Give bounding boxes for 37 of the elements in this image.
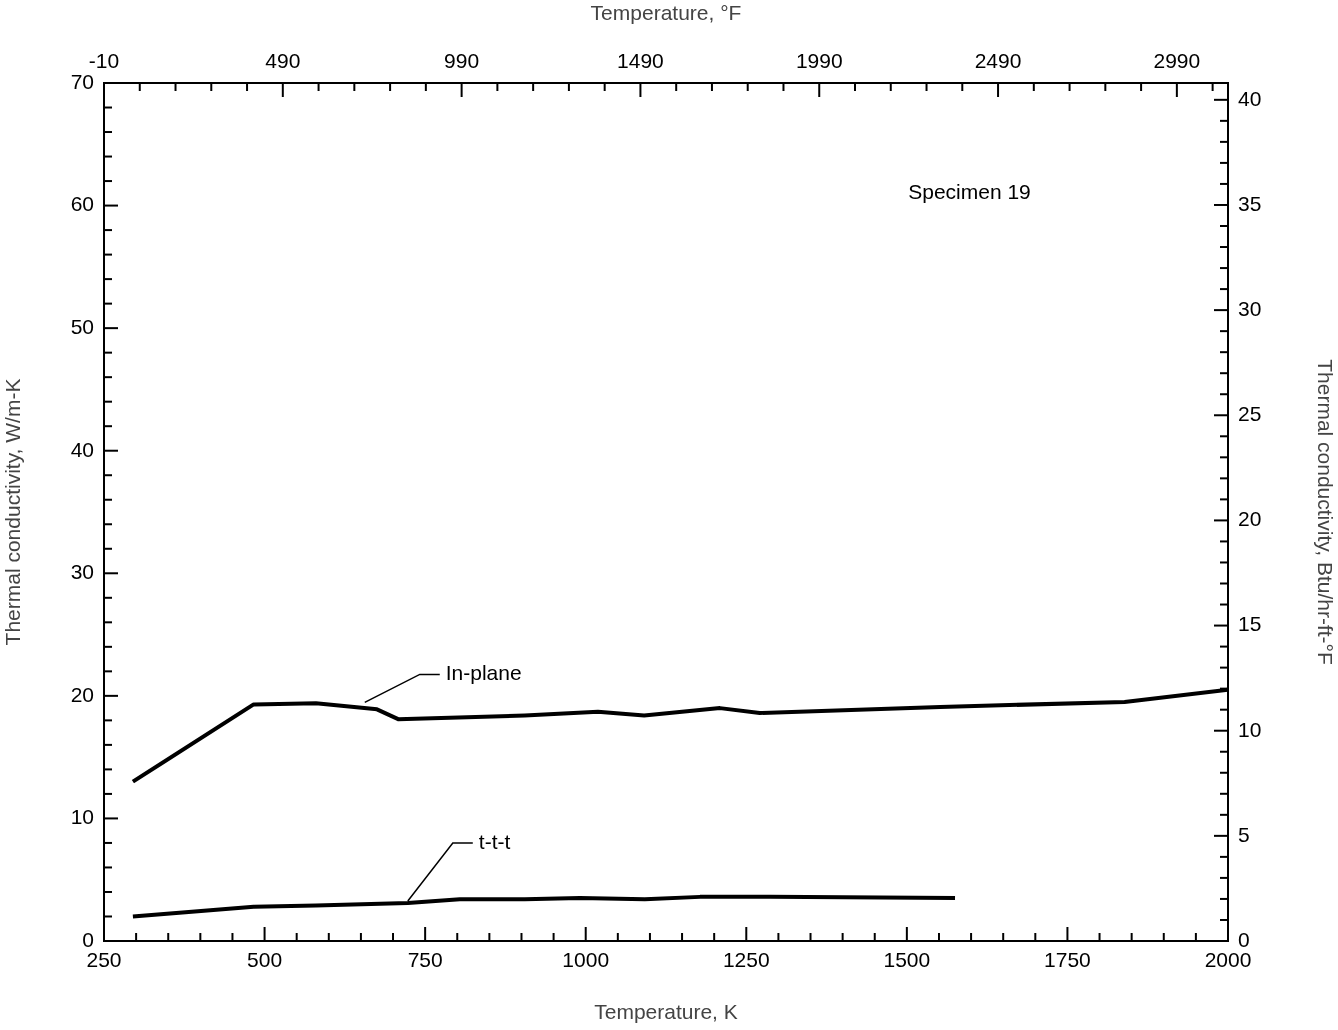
x2-tick-label: 1990: [795, 49, 843, 73]
y-tick-label: 20: [70, 682, 94, 706]
y-tick-label: 40: [70, 437, 94, 461]
x-tick-label: 2000: [1204, 948, 1252, 972]
x2-tick-label: 1490: [617, 49, 664, 73]
annotation: Specimen 19: [908, 179, 1031, 203]
y2-tick-label: 35: [1238, 191, 1262, 215]
y-axis-title: Thermal conductivity, W/m-K: [1, 378, 25, 646]
y-tick-label: 30: [70, 560, 94, 584]
y2-tick-label: 0: [1238, 927, 1250, 951]
x2-tick-label: 490: [265, 49, 301, 73]
y2-tick-label: 15: [1238, 612, 1262, 636]
y2-tick-label: 20: [1238, 507, 1262, 531]
x-tick-label: 1500: [883, 948, 931, 972]
x-tick-label: 1000: [562, 948, 610, 972]
x2-tick-label: 2490: [974, 49, 1022, 73]
y2-tick-label: 10: [1238, 717, 1262, 741]
y2-axis-title: Thermal conductivity, Btu/hr-ft-°F: [1313, 359, 1337, 665]
x-tick-label: 1250: [722, 948, 770, 972]
x-tick-label: 1750: [1044, 948, 1091, 972]
x-tick-label: 750: [407, 948, 443, 972]
x2-tick-label: 990: [444, 49, 480, 73]
y2-tick-label: 5: [1238, 822, 1250, 846]
annotation: t-t-t: [478, 829, 511, 853]
y-tick-label: 10: [70, 805, 94, 829]
x-tick-label: 500: [247, 948, 283, 972]
y-tick-label: 0: [82, 927, 94, 951]
y2-tick-label: 25: [1238, 402, 1262, 426]
annotation: In-plane: [445, 661, 522, 685]
y-tick-label: 50: [70, 314, 94, 338]
x2-tick-label: 2990: [1153, 49, 1201, 73]
x-tick-label: 250: [86, 948, 122, 972]
x-axis-title: Temperature, K: [594, 1000, 738, 1024]
y2-tick-label: 30: [1238, 296, 1262, 320]
x2-axis-title: Temperature, °F: [590, 1, 742, 25]
y-tick-label: 60: [70, 192, 94, 216]
y2-tick-label: 40: [1238, 86, 1262, 110]
